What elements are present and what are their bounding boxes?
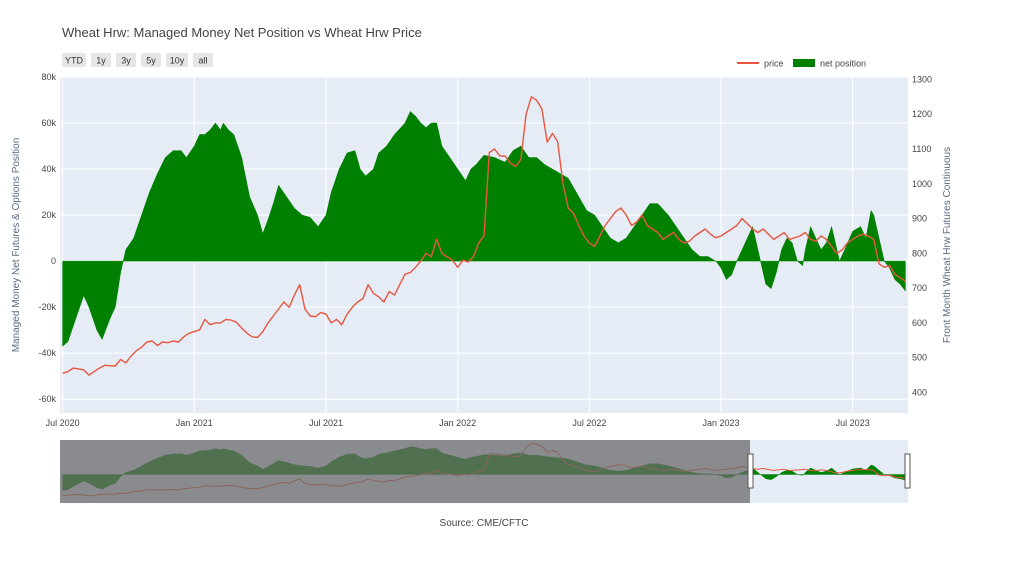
range-button-bg xyxy=(91,53,111,67)
x-tick-label: Jul 2023 xyxy=(836,418,870,428)
y-left-tick-label: -40k xyxy=(38,348,56,358)
x-tick-label: Jul 2020 xyxy=(46,418,80,428)
chart-title: Wheat Hrw: Managed Money Net Position vs… xyxy=(62,25,422,40)
x-tick-label: Jan 2022 xyxy=(439,418,476,428)
range-button-5y[interactable]: 5y xyxy=(141,53,161,67)
range-slider-left-handle[interactable] xyxy=(747,453,754,489)
y-left-tick-label: -20k xyxy=(38,302,56,312)
y-right-tick-label: 1000 xyxy=(912,179,932,189)
y-right-tick-label: 1300 xyxy=(912,74,932,84)
range-button-10y[interactable]: 10y xyxy=(166,53,188,67)
range-selector: YTD 1y 3y 5y 10y all xyxy=(62,53,213,67)
legend-label: price xyxy=(764,59,784,69)
range-button-label: 5y xyxy=(146,56,156,66)
y-right-tick-label: 700 xyxy=(912,283,927,293)
y-right-tick-label: 900 xyxy=(912,214,927,224)
legend: price net position xyxy=(737,59,866,69)
y-left-tick-label: 40k xyxy=(41,164,56,174)
legend-label: net position xyxy=(820,59,866,69)
y-right-tick-label: 1100 xyxy=(912,144,931,154)
y-right-tick-label: 400 xyxy=(912,387,927,397)
y-left-tick-label: 60k xyxy=(41,118,56,128)
range-button-bg xyxy=(141,53,161,67)
y-left-tick-label: 20k xyxy=(41,210,56,220)
y-axis-left: -60k -40k -20k 0 20k 40k 60k 80k xyxy=(38,72,56,404)
range-button-all[interactable]: all xyxy=(193,53,213,67)
price-line xyxy=(62,96,906,376)
range-button-ytd[interactable]: YTD xyxy=(62,53,86,67)
range-button-label: 10y xyxy=(170,56,185,66)
y-left-tick-label: 0 xyxy=(51,256,56,266)
range-button-bg xyxy=(62,53,86,67)
x-axis: Jul 2020 Jan 2021 Jul 2021 Jan 2022 Jul 2022… xyxy=(46,418,870,428)
range-button-1y[interactable]: 1y xyxy=(91,53,111,67)
x-tick-label: Jul 2021 xyxy=(309,418,343,428)
range-button-3y[interactable]: 3y xyxy=(116,53,136,67)
range-button-label: 3y xyxy=(121,56,131,66)
x-tick-label: Jan 2023 xyxy=(702,418,739,428)
y-right-tick-label: 800 xyxy=(912,248,927,258)
range-slider[interactable] xyxy=(60,440,911,503)
y-axis-right: 400 500 600 700 800 900 1000 1100 1200 1300 xyxy=(912,74,932,397)
y-left-tick-label: -60k xyxy=(38,394,56,404)
legend-item-net-position[interactable]: net position xyxy=(793,59,866,69)
y-right-tick-label: 600 xyxy=(912,318,927,328)
y-axis-left-label: Managed Money Net Futures & Options Posi… xyxy=(11,138,22,353)
chart-marks xyxy=(62,96,906,376)
y-right-tick-label: 500 xyxy=(912,353,927,363)
legend-swatch xyxy=(793,59,815,67)
range-slider-right-handle[interactable] xyxy=(904,453,911,489)
y-axis-right-label: Front Month Wheat Hrw Futures Continuous xyxy=(942,147,953,343)
x-tick-label: Jan 2021 xyxy=(176,418,213,428)
range-button-bg xyxy=(166,53,188,67)
x-tick-label: Jul 2022 xyxy=(572,418,606,428)
range-button-label: 1y xyxy=(96,56,106,66)
range-button-label: YTD xyxy=(65,56,84,66)
range-button-bg xyxy=(116,53,136,67)
source-note: Source: CME/CFTC xyxy=(440,518,529,529)
range-button-bg xyxy=(193,53,213,67)
range-button-label: all xyxy=(198,56,207,66)
range-slider-mask xyxy=(60,440,750,503)
y-right-tick-label: 1200 xyxy=(912,109,932,119)
y-left-tick-label: 80k xyxy=(41,72,56,82)
legend-item-price[interactable]: price xyxy=(737,59,784,69)
